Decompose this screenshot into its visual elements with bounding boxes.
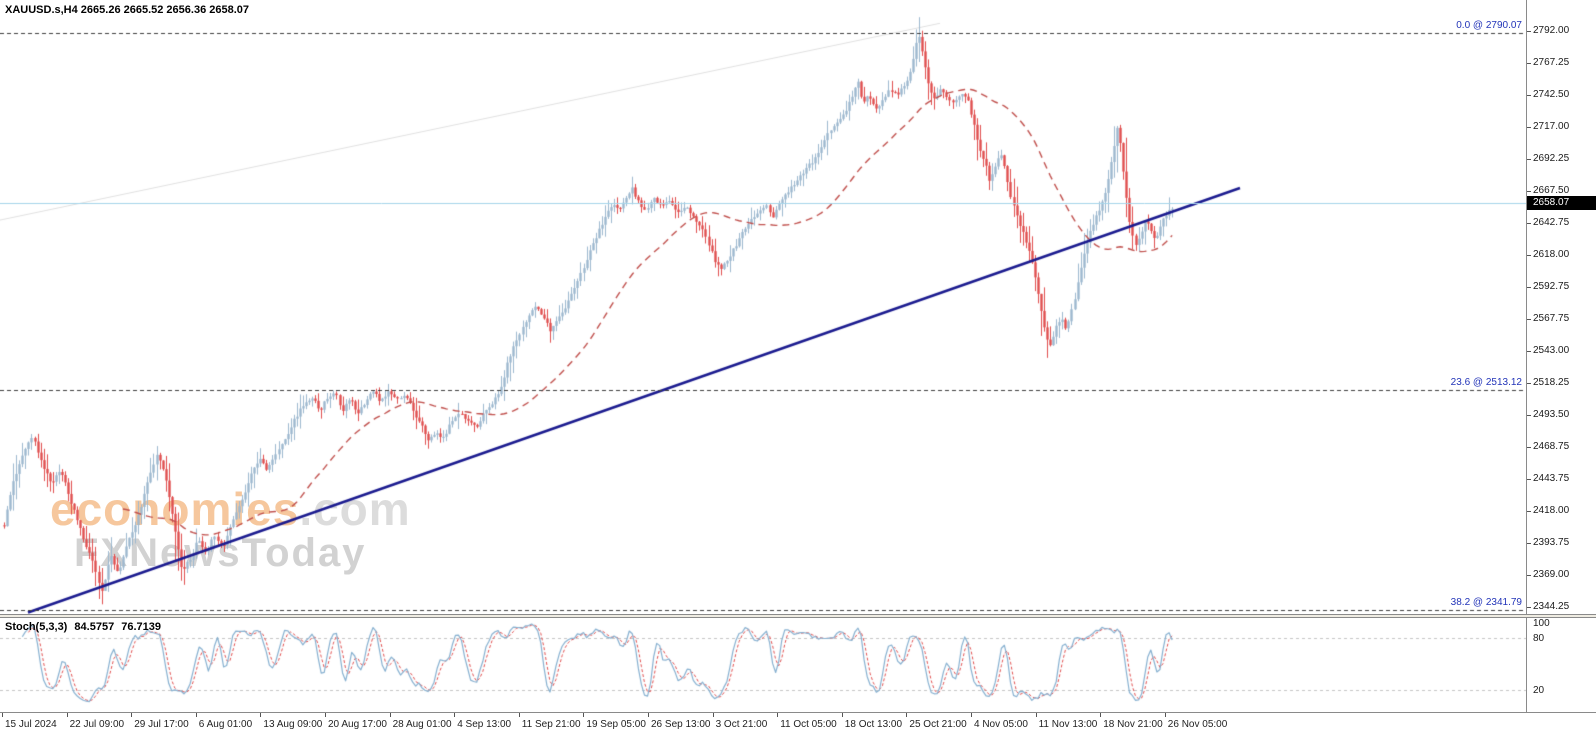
time-axis-label: 4 Sep 13:00 <box>457 719 512 730</box>
time-axis-label: 3 Oct 21:00 <box>715 719 768 730</box>
price-axis-tick <box>1527 127 1531 128</box>
time-axis-label: 22 Jul 09:00 <box>69 719 125 730</box>
time-axis-tick <box>648 713 649 717</box>
price-axis-label: 2792.00 <box>1533 25 1570 36</box>
stochastic-axis-label: 20 <box>1533 685 1545 697</box>
time-axis-tick <box>777 713 779 717</box>
time-axis-tick <box>841 713 843 717</box>
time-axis-tick <box>1035 713 1037 717</box>
stochastic-k-value: 84.5757 <box>74 621 115 633</box>
price-axis-label: 2592.75 <box>1533 281 1570 292</box>
time-axis-tick <box>2 713 3 717</box>
time-axis-label: 13 Aug 09:00 <box>263 719 323 730</box>
stochastic-d-value: 76.7139 <box>121 621 162 633</box>
price-axis-label: 2468.75 <box>1533 441 1570 452</box>
time-axis-tick <box>583 713 585 717</box>
time-axis-tick <box>712 713 714 717</box>
price-axis-label: 2344.25 <box>1533 601 1570 612</box>
time-axis-tick <box>971 713 972 717</box>
price-axis-label: 2369.00 <box>1533 569 1570 580</box>
price-axis-tick <box>1527 383 1531 384</box>
time-axis-label: 11 Sep 21:00 <box>521 719 581 730</box>
price-axis-label: 2742.50 <box>1533 89 1570 100</box>
time-axis-tick <box>260 713 262 717</box>
time-axis-tick <box>195 713 197 717</box>
time-axis-label: 28 Aug 01:00 <box>392 719 452 730</box>
price-axis-tick <box>1527 511 1531 512</box>
time-axis-label: 19 Sep 05:00 <box>586 719 646 730</box>
stochastic-header: Stoch(5,3,3) 84.5757 76.7139 <box>5 621 165 633</box>
price-axis[interactable]: 2658.07 2792.00 2767.25 2742.50 2717.00 2692… <box>1526 0 1596 618</box>
time-axis-label: 20 Aug 17:00 <box>328 719 387 730</box>
price-axis-tick <box>1527 191 1531 192</box>
time-axis-label: 18 Nov 21:00 <box>1103 719 1163 730</box>
stochastic-axis-label: 100 <box>1533 618 1550 629</box>
price-chart-canvas[interactable] <box>0 0 1526 614</box>
time-axis-tick <box>1164 713 1166 717</box>
time-axis-label: 29 Jul 17:00 <box>134 719 189 730</box>
price-axis-tick <box>1527 319 1531 320</box>
price-axis-label: 2443.75 <box>1533 473 1570 484</box>
price-axis-tick <box>1527 95 1531 96</box>
time-axis-label: 11 Nov 13:00 <box>1038 719 1098 730</box>
price-axis-tick <box>1527 607 1531 608</box>
panel-divider[interactable] <box>0 614 1596 618</box>
time-axis[interactable]: 15 Jul 2024 22 Jul 09:00 29 Jul 17:00 6 Aug… <box>0 712 1596 743</box>
current-price-badge: 2658.07 <box>1527 196 1596 211</box>
time-axis-tick <box>66 713 68 717</box>
stochastic-axis-label: 80 <box>1533 632 1545 644</box>
time-axis-label: 11 Oct 05:00 <box>780 719 837 730</box>
price-axis-label: 2493.50 <box>1533 409 1570 420</box>
price-axis-label: 2767.25 <box>1533 57 1570 68</box>
time-axis-label: 4 Nov 05:00 <box>974 719 1028 730</box>
price-axis-label: 2518.25 <box>1533 377 1570 388</box>
fib-level-label: 38.2 @ 2341.79 <box>1450 597 1522 609</box>
time-axis-label: 18 Oct 13:00 <box>844 719 903 730</box>
price-axis-tick <box>1527 351 1531 352</box>
time-axis-tick <box>389 713 391 717</box>
price-axis-tick <box>1527 575 1531 576</box>
price-axis-tick <box>1527 255 1531 256</box>
price-axis-label: 2393.75 <box>1533 537 1570 548</box>
time-axis-tick <box>325 713 326 717</box>
time-axis-label: 26 Nov 05:00 <box>1167 719 1228 730</box>
price-axis-tick <box>1527 159 1531 160</box>
time-axis-tick <box>1100 713 1102 717</box>
time-axis-label: 6 Aug 01:00 <box>198 719 253 730</box>
time-axis-label: 15 Jul 2024 <box>5 719 57 730</box>
fib-level-label: 0.0 @ 2790.07 <box>1456 20 1522 32</box>
price-axis-label: 2543.00 <box>1533 345 1570 356</box>
price-axis-label: 2692.25 <box>1533 153 1570 164</box>
stochastic-label: Stoch(5,3,3) <box>5 621 68 633</box>
price-axis-label: 2418.00 <box>1533 505 1570 516</box>
price-axis-label: 2642.75 <box>1533 217 1570 228</box>
price-axis-tick <box>1527 63 1531 64</box>
time-axis-tick <box>906 713 908 717</box>
stochastic-axis[interactable]: 100 80 20 <box>1526 618 1596 712</box>
time-axis-label: 25 Oct 21:00 <box>909 719 967 730</box>
fib-level-label: 23.6 @ 2513.12 <box>1450 376 1522 388</box>
time-axis-tick <box>131 713 133 717</box>
price-axis-tick <box>1527 543 1531 544</box>
price-axis-label: 2667.50 <box>1533 185 1570 196</box>
stochastic-canvas[interactable] <box>0 618 1526 712</box>
price-axis-tick <box>1527 415 1531 416</box>
symbol-ohlc-header: XAUUSD.s,H4 2665.26 2665.52 2656.36 2658… <box>5 4 250 16</box>
price-axis-tick <box>1527 31 1531 32</box>
price-axis-label: 2717.00 <box>1533 121 1570 132</box>
price-axis-tick <box>1527 287 1531 288</box>
price-axis-label: 2567.75 <box>1533 313 1570 324</box>
time-axis-tick <box>454 713 456 717</box>
price-axis-tick <box>1527 447 1531 448</box>
time-axis-tick <box>518 713 520 717</box>
price-axis-label: 2618.00 <box>1533 249 1570 260</box>
time-axis-label: 26 Sep 13:00 <box>651 719 711 730</box>
price-axis-tick <box>1527 479 1531 480</box>
price-axis-tick <box>1527 223 1531 224</box>
